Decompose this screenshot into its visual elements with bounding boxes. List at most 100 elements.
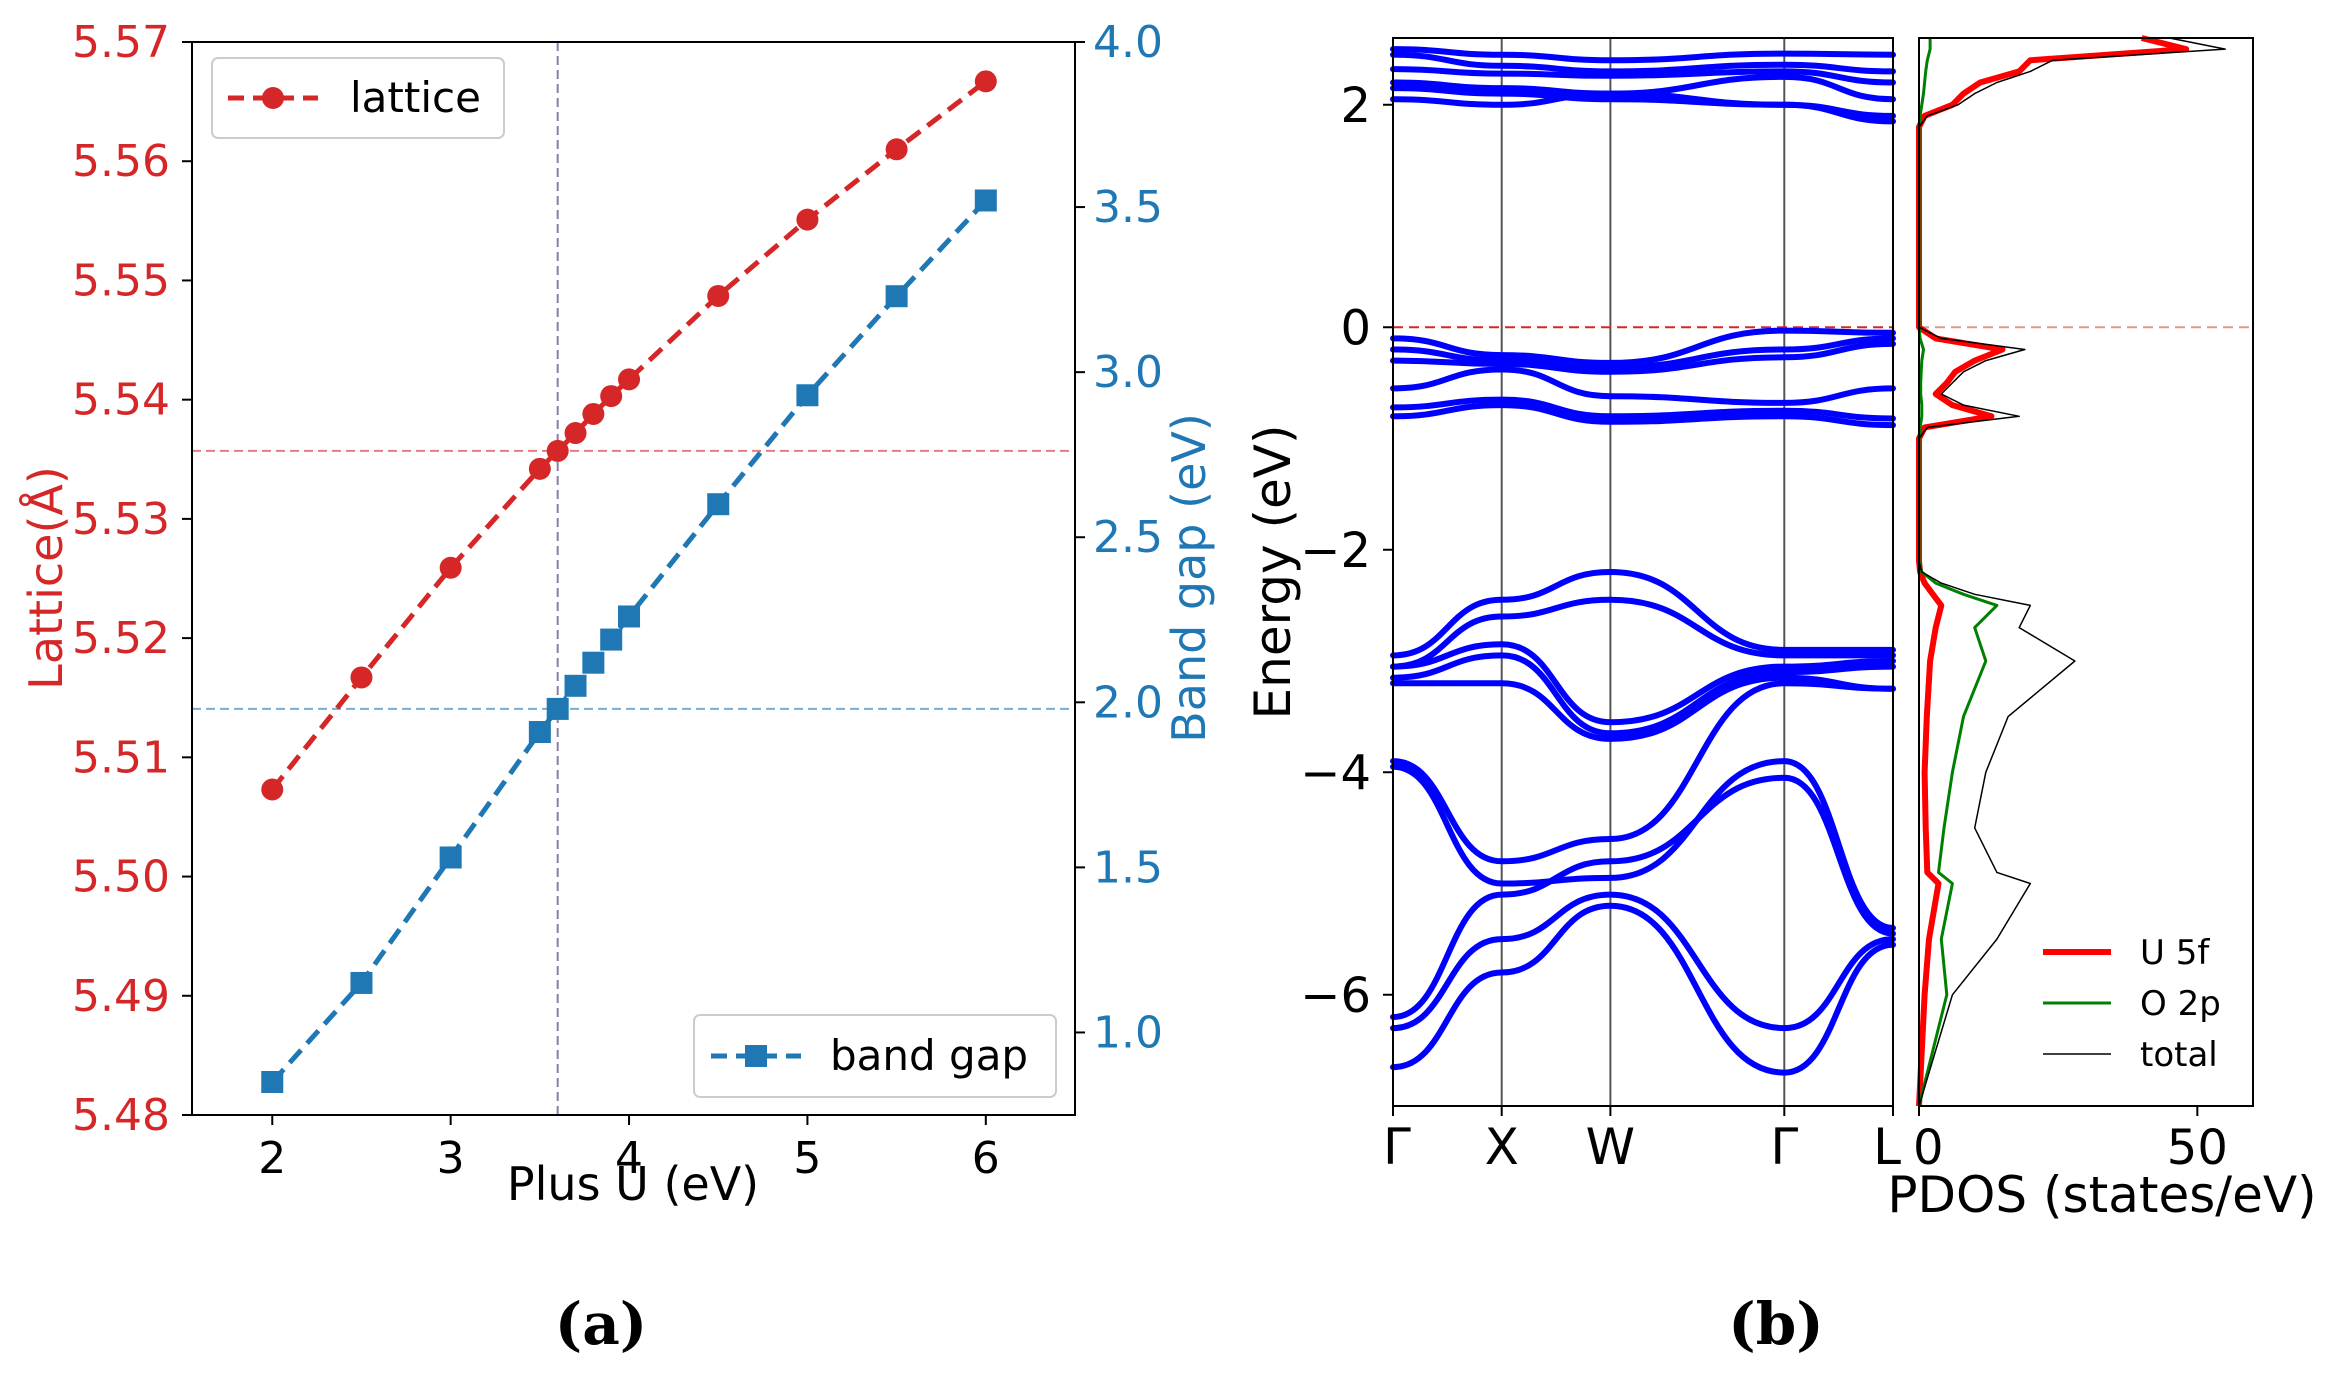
plot-pdos-frame <box>1918 37 2254 1107</box>
right-tick-label: 2.0 <box>1093 677 1163 728</box>
band-gap-point <box>600 628 623 651</box>
band-line <box>1390 774 1896 1020</box>
lattice-point <box>350 666 373 689</box>
energy-axis-label: Energy (eV) <box>1244 425 1302 720</box>
legend-total-label: total <box>2140 1035 2218 1075</box>
x-axis-ticks: 2 3 4 5 6 <box>258 1115 1000 1184</box>
lattice-point <box>796 208 819 231</box>
kpoint-label: W <box>1586 1118 1635 1176</box>
lattice-point <box>600 385 623 408</box>
left-tick-label: 5.54 <box>72 375 170 426</box>
lattice-point <box>974 70 997 93</box>
panel-b-caption: (b) <box>1728 1290 1823 1358</box>
lattice-point <box>261 778 284 801</box>
kpoint-label: Γ <box>1383 1118 1411 1176</box>
plot-bands-frame <box>1392 37 1894 1107</box>
legend-lattice-marker <box>262 87 284 109</box>
band-gap-point <box>885 285 908 308</box>
band-gap-point <box>350 971 373 994</box>
legend-band-gap: band gap <box>693 1014 1057 1098</box>
lattice-point <box>528 457 551 480</box>
total-pdos-line <box>1918 37 2226 1107</box>
lattice-point <box>618 368 641 391</box>
x-tick-label: 6 <box>972 1133 1000 1184</box>
energy-tick-label: 2 <box>1340 78 1371 134</box>
right-tick-label: 3.5 <box>1093 182 1163 233</box>
left-tick-label: 5.57 <box>72 17 170 68</box>
band-line <box>1390 674 1896 742</box>
plot-bands-background <box>1393 38 1893 1106</box>
band-line <box>1390 680 1896 865</box>
right-tick-label: 2.5 <box>1093 512 1163 563</box>
legend-lattice: lattice <box>211 57 505 139</box>
lattice-point <box>546 439 569 462</box>
left-axis-ticks: 5.48 5.49 5.50 5.51 5.52 5.53 5.54 5.55 5.56 5.57 <box>72 17 192 1141</box>
x-tick-label: 4 <box>615 1133 643 1184</box>
right-tick-label: 1.0 <box>1093 1007 1163 1058</box>
band-line <box>1390 396 1896 422</box>
left-tick-label: 5.53 <box>72 494 170 545</box>
legend-band-gap-marker <box>745 1045 767 1067</box>
pdos-x-ticks: 0 50 <box>1913 1106 2228 1176</box>
x-axis-label: Plus U (eV) <box>507 1157 759 1211</box>
band-gap-point <box>796 384 819 407</box>
band-line <box>1390 568 1896 659</box>
band-line <box>1390 891 1896 1032</box>
band-gap-point <box>974 189 997 212</box>
band-line <box>1390 90 1896 125</box>
band-line <box>1390 641 1896 726</box>
band-line <box>1390 335 1896 371</box>
kpoint-label: L <box>1873 1118 1901 1176</box>
right-tick-label: 1.5 <box>1093 842 1163 893</box>
energy-tick-label: 0 <box>1340 300 1371 356</box>
band-gap-point <box>582 651 605 674</box>
band-line <box>1390 902 1896 1076</box>
legend-lattice-label: lattice <box>350 73 481 122</box>
band-gap-point <box>439 846 462 869</box>
band-gap-point <box>261 1070 284 1093</box>
left-tick-label: 5.48 <box>72 1090 170 1141</box>
lattice-point <box>885 138 908 161</box>
left-tick-label: 5.56 <box>72 136 170 187</box>
band-line <box>1390 596 1896 670</box>
legend-o2p-label: O 2p <box>2140 984 2221 1024</box>
right-tick-label: 4.0 <box>1093 17 1163 68</box>
pdos-series <box>1916 35 2226 1107</box>
x-tick-label: 2 <box>258 1133 286 1184</box>
series-group <box>261 70 997 1093</box>
band-gap-point <box>707 493 730 516</box>
band-gap-point <box>528 721 551 744</box>
plot-pdos-background <box>1919 38 2253 1106</box>
left-tick-label: 5.52 <box>72 613 170 664</box>
band-line <box>1390 758 1896 931</box>
legend-u5f-label: U 5f <box>2140 933 2210 973</box>
kpoint-label: X <box>1485 1118 1519 1176</box>
lattice-point <box>564 422 587 445</box>
band-line <box>1390 66 1896 86</box>
legend-band-gap-label: band gap <box>830 1031 1028 1080</box>
left-tick-label: 5.51 <box>72 732 170 783</box>
left-tick-label: 5.49 <box>72 971 170 1022</box>
lattice-point <box>439 556 462 579</box>
right-axis-label: Band gap (eV) <box>1162 413 1216 743</box>
band-gap-point <box>618 605 641 628</box>
right-tick-label: 3.0 <box>1093 347 1163 398</box>
pdos-tick-label: 0 <box>1913 1120 1944 1176</box>
energy-tick-label: −2 <box>1300 523 1371 579</box>
band-line <box>1390 366 1896 406</box>
energy-axis-ticks: −6 −4 −2 0 2 <box>1300 78 1393 1024</box>
kpoint-label: Γ <box>1770 1118 1798 1176</box>
band-line <box>1390 51 1896 75</box>
right-axis-ticks: 1.0 1.5 2.0 2.5 3.0 3.5 4.0 <box>1075 17 1163 1058</box>
band-lines <box>1390 46 1896 1076</box>
lattice-point <box>707 284 730 307</box>
lattice-point <box>582 402 605 425</box>
plot-a-background <box>192 42 1075 1115</box>
energy-tick-label: −6 <box>1300 968 1371 1024</box>
energy-tick-label: −4 <box>1300 745 1371 801</box>
plot-a-frame <box>191 41 1076 1116</box>
x-tick-label: 3 <box>437 1133 465 1184</box>
